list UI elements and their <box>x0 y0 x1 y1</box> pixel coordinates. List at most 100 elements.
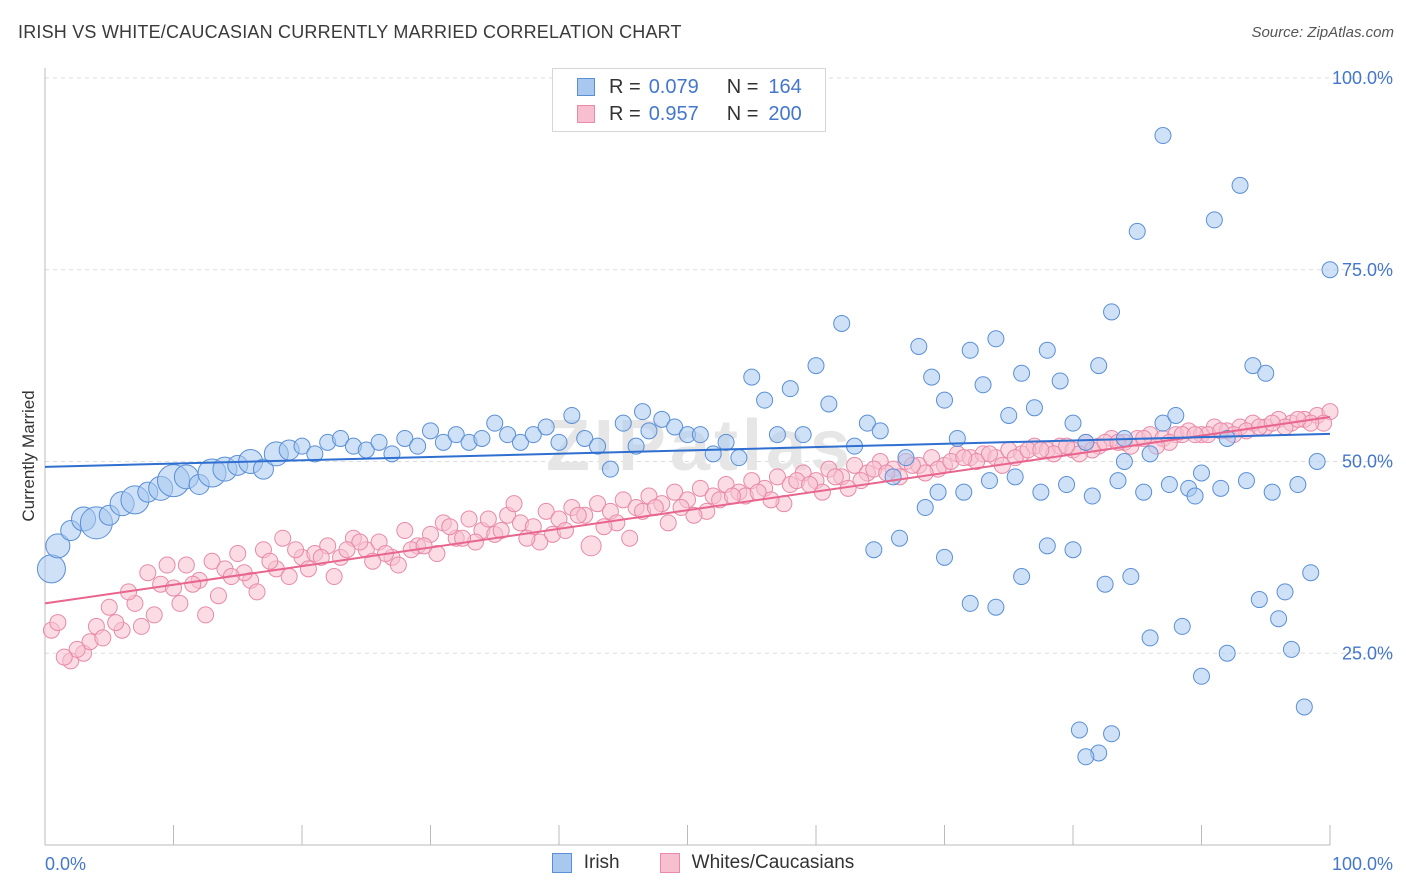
whites-point <box>1289 410 1307 428</box>
irish-point <box>1000 406 1018 424</box>
whites-point <box>261 552 279 570</box>
whites-point <box>184 575 202 593</box>
whites-point <box>768 468 786 486</box>
irish-point <box>1270 610 1288 628</box>
whites-point <box>1032 441 1050 459</box>
irish-point <box>601 460 619 478</box>
legend-n-value: 200 <box>768 102 802 125</box>
whites-point <box>287 541 305 559</box>
whites-point <box>274 529 292 547</box>
legend-n-label: N = <box>726 102 759 125</box>
legend-n-label: N = <box>726 75 759 98</box>
irish-point <box>1154 127 1172 145</box>
x-tick-label: 0.0% <box>45 854 86 874</box>
irish-point <box>1173 617 1191 635</box>
y-tick-label: 25.0% <box>1342 643 1393 663</box>
irish-point <box>1154 414 1172 432</box>
whites-point <box>556 522 574 540</box>
irish-point <box>691 426 709 444</box>
irish-point <box>1032 483 1050 501</box>
irish-point <box>653 410 671 428</box>
irish-point <box>1083 487 1101 505</box>
irish-point <box>447 426 465 444</box>
irish-point <box>511 433 529 451</box>
irish-point <box>1025 399 1043 417</box>
bottom-legend-whites: Whites/Caucasians <box>659 852 854 874</box>
whites-point <box>569 506 587 524</box>
whites-point <box>801 476 819 494</box>
irish-point <box>891 529 909 547</box>
irish-point <box>576 429 594 447</box>
bottom-legend-swatch-irish <box>551 853 572 873</box>
irish-point <box>961 341 979 359</box>
legend-swatch-irish <box>577 78 595 96</box>
irish-point <box>1135 483 1153 501</box>
irish-trend-line <box>44 432 1331 468</box>
irish-point <box>929 483 947 501</box>
irish-point <box>704 445 722 463</box>
whites-point <box>280 568 298 586</box>
whites-point <box>666 483 684 501</box>
whites-point <box>537 502 555 520</box>
whites-point <box>672 499 690 517</box>
irish-point <box>1103 303 1121 321</box>
irish-point <box>884 468 902 486</box>
whites-point <box>165 579 182 597</box>
series-irish-points <box>36 127 1339 766</box>
y-axis-label: Currently Married <box>19 390 38 521</box>
irish-point <box>1263 483 1281 501</box>
irish-point <box>1141 445 1159 463</box>
irish-point <box>1006 468 1024 486</box>
whites-point <box>145 606 163 624</box>
irish-point <box>1250 591 1268 609</box>
irish-point <box>1257 364 1275 382</box>
irish-point <box>1244 357 1262 375</box>
irish-point <box>807 357 825 375</box>
irish-point <box>1231 176 1249 194</box>
irish-point <box>1289 476 1307 494</box>
whites-point <box>685 506 703 524</box>
whites-point <box>197 606 215 624</box>
whites-point <box>351 533 369 551</box>
irish-point <box>1077 433 1095 451</box>
whites-point <box>980 445 998 463</box>
irish-point <box>987 598 1005 616</box>
whites-point <box>1186 426 1204 444</box>
irish-point <box>36 554 66 584</box>
whites-point <box>389 556 407 574</box>
irish-point <box>550 433 568 451</box>
irish-point <box>524 426 542 444</box>
whites-point <box>68 640 86 658</box>
irish-point <box>1058 476 1076 494</box>
whites-point <box>209 587 227 605</box>
legend-r-label: R = <box>609 75 641 98</box>
irish-point <box>936 548 953 566</box>
irish-point <box>293 437 311 455</box>
irish-point <box>640 422 658 440</box>
trend-lines <box>44 416 1331 605</box>
bottom-legend-irish: Irish <box>551 852 620 874</box>
whites-point <box>723 487 741 505</box>
whites-point <box>691 479 709 497</box>
irish-point <box>537 418 555 436</box>
legend-row-irish: R = 0.079 N = 164 <box>577 74 802 100</box>
irish-point <box>1237 472 1255 490</box>
whites-point <box>479 510 497 528</box>
irish-point <box>563 406 581 424</box>
irish-point <box>1193 667 1210 685</box>
whites-point <box>1058 437 1076 455</box>
irish-point <box>614 414 632 432</box>
irish-point <box>1122 568 1140 586</box>
whites-point <box>492 522 510 540</box>
irish-point <box>820 395 838 413</box>
whites-point <box>415 537 433 555</box>
irish-point <box>1186 487 1204 505</box>
irish-point <box>1064 414 1082 432</box>
legend: R = 0.079 N = 164 R = 0.957 N = 200 <box>552 68 826 132</box>
irish-point <box>627 437 645 455</box>
irish-point <box>974 376 992 394</box>
irish-point <box>1302 564 1320 582</box>
irish-point <box>473 429 491 447</box>
irish-point <box>955 483 973 501</box>
